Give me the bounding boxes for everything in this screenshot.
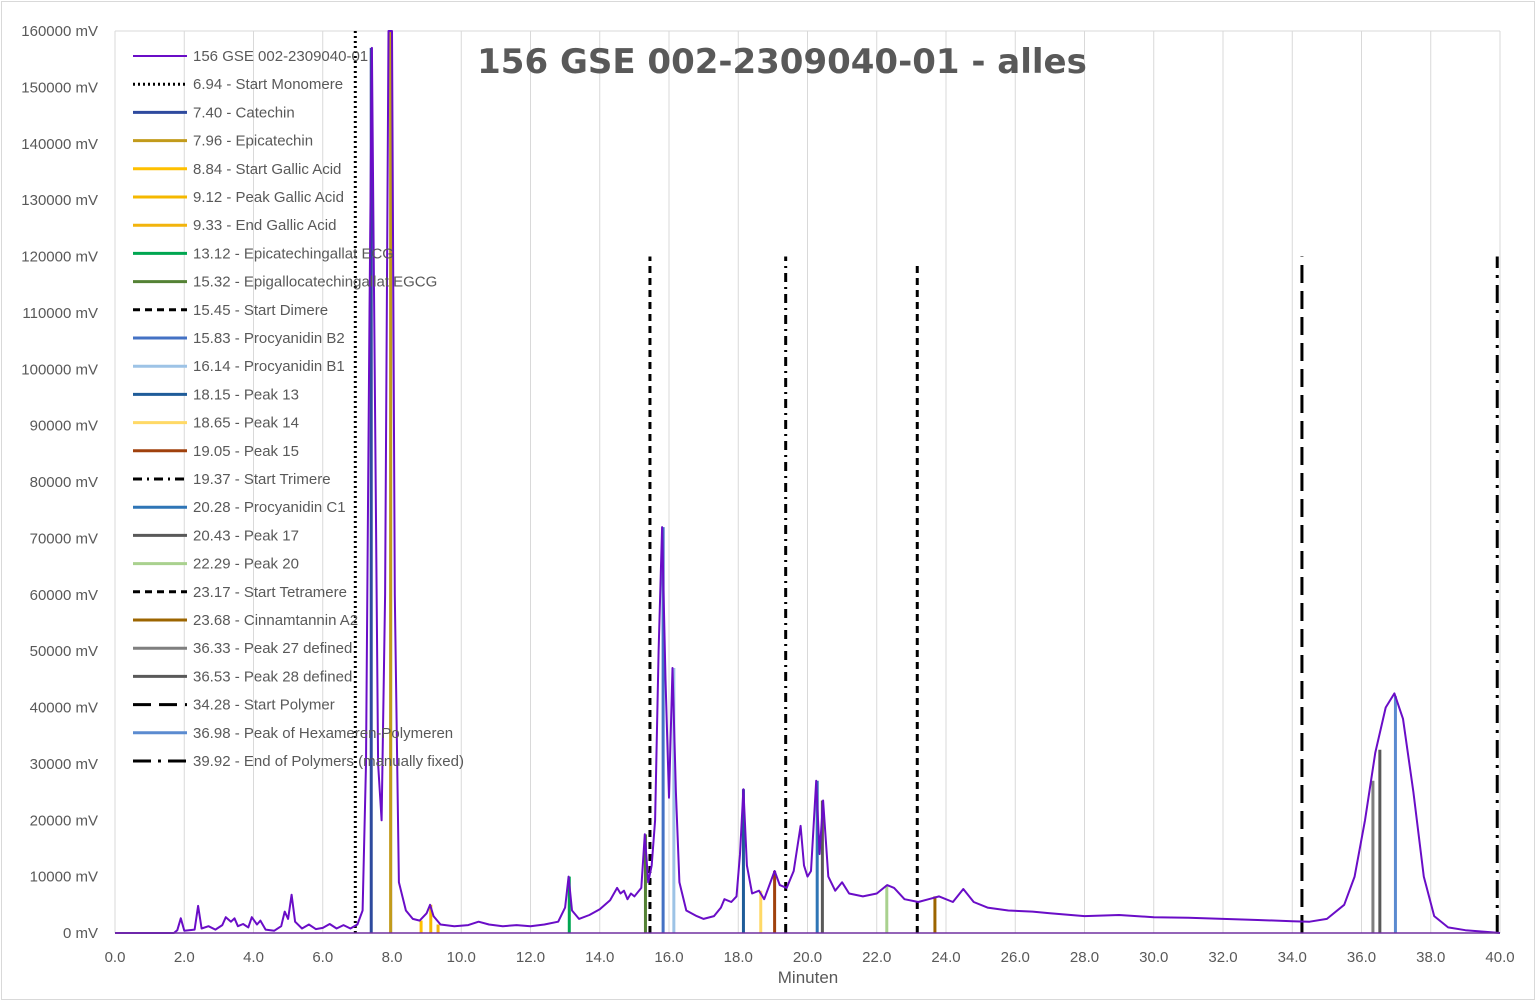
y-tick-label: 20000 mV — [30, 812, 98, 829]
x-tick-label: 0.0 — [105, 949, 126, 966]
x-tick-label: 26.0 — [1001, 949, 1030, 966]
x-tick-label: 32.0 — [1208, 949, 1237, 966]
y-tick-label: 40000 mV — [30, 700, 98, 717]
legend-entry-label: 18.65 - Peak 14 — [193, 415, 299, 432]
legend-entry-label: 15.45 - Start Dimere — [193, 302, 328, 319]
y-tick-label: 120000 mV — [21, 249, 98, 266]
legend-entry-label: 7.40 - Catechin — [193, 104, 295, 121]
y-axis-ticks: 0 mV 10000 mV 20000 mV 30000 mV 40000 mV 5000… — [21, 23, 98, 942]
marker-lines — [353, 31, 1499, 933]
legend-entry-label: 8.84 - Start Gallic Acid — [193, 161, 341, 178]
legend-entry-label: 19.05 - Peak 15 — [193, 443, 299, 460]
y-tick-label: 80000 mV — [30, 474, 98, 491]
legend-entry-label: 156 GSE 002-2309040-01 — [193, 48, 368, 65]
x-tick-label: 16.0 — [654, 949, 683, 966]
legend-entry-label: 20.43 - Peak 17 — [193, 527, 299, 544]
legend-entry-label: 36.53 - Peak 28 defined — [193, 668, 352, 685]
grid-lines — [114, 30, 1501, 933]
legend-entry-label: 23.17 - Start Tetramere — [193, 584, 347, 601]
legend-entry-label: 6.94 - Start Monomere — [193, 76, 343, 93]
x-tick-label: 20.0 — [793, 949, 822, 966]
legend-entry-label: 7.96 - Epicatechin — [193, 133, 313, 150]
legend-entry-label: 39.92 - End of Polymers (manually fixed) — [193, 753, 464, 770]
legend-entry-label: 22.29 - Peak 20 — [193, 556, 299, 573]
legend-entry-label: 9.12 - Peak Gallic Acid — [193, 189, 344, 206]
x-tick-label: 10.0 — [447, 949, 476, 966]
x-tick-label: 38.0 — [1416, 949, 1445, 966]
x-tick-label: 36.0 — [1347, 949, 1376, 966]
y-tick-label: 60000 mV — [30, 587, 98, 604]
legend-entry-label: 36.98 - Peak of Hexameren-Polymeren — [193, 725, 453, 742]
legend-entry-label: 34.28 - Start Polymer — [193, 697, 335, 714]
legend-entry-label: 36.33 - Peak 27 defined — [193, 640, 352, 657]
legend-entry-label: 19.37 - Start Trimere — [193, 471, 331, 488]
x-tick-label: 14.0 — [585, 949, 614, 966]
x-axis-title: Minuten — [778, 968, 838, 987]
legend-entry-label: 20.28 - Procyanidin C1 — [193, 499, 346, 516]
y-tick-label: 160000 mV — [21, 23, 98, 40]
x-tick-label: 8.0 — [382, 949, 403, 966]
y-tick-label: 140000 mV — [21, 136, 98, 153]
y-tick-label: 10000 mV — [30, 869, 98, 886]
x-tick-label: 24.0 — [931, 949, 960, 966]
chart-title: 156 GSE 002-2309040-01 - alles — [477, 42, 1087, 82]
y-tick-label: 150000 mV — [21, 79, 98, 96]
x-tick-label: 34.0 — [1278, 949, 1307, 966]
y-tick-label: 90000 mV — [30, 418, 98, 435]
x-tick-label: 40.0 — [1485, 949, 1514, 966]
legend: 156 GSE 002-2309040-01 6.94 - Start Monom… — [133, 48, 464, 770]
y-tick-label: 110000 mV — [22, 305, 98, 322]
y-tick-label: 0 mV — [63, 925, 98, 942]
legend-entry-label: 23.68 - Cinnamtannin A2 — [193, 612, 358, 629]
x-tick-label: 4.0 — [243, 949, 264, 966]
legend-entry-label: 15.83 - Procyanidin B2 — [193, 330, 345, 347]
y-tick-label: 50000 mV — [30, 643, 98, 660]
legend-entry-label: 15.32 - Epigallocatechingallat EGCG — [193, 274, 437, 291]
x-tick-label: 18.0 — [724, 949, 753, 966]
y-tick-label: 130000 mV — [21, 192, 98, 209]
legend-entry-label: 16.14 - Procyanidin B1 — [193, 358, 345, 375]
x-tick-label: 28.0 — [1070, 949, 1099, 966]
x-axis-ticks: 0.0 2.0 4.0 6.0 8.0 10.0 12.0 14.0 16.0 18.0 20.0 2… — [105, 949, 1515, 966]
x-tick-label: 22.0 — [862, 949, 891, 966]
chromatogram-series — [115, 30, 1501, 934]
y-tick-label: 30000 mV — [30, 756, 98, 773]
legend-entry-label: 18.15 - Peak 13 — [193, 386, 299, 403]
x-tick-label: 30.0 — [1139, 949, 1168, 966]
legend-entry-label: 9.33 - End Gallic Acid — [193, 217, 336, 234]
y-tick-label: 100000 mV — [21, 361, 98, 378]
x-tick-label: 6.0 — [312, 949, 333, 966]
x-tick-label: 12.0 — [516, 949, 545, 966]
x-tick-label: 2.0 — [174, 949, 195, 966]
y-tick-label: 70000 mV — [30, 530, 98, 547]
chromatogram-line — [115, 30, 1501, 934]
legend-entry-label: 13.12 - Epicatechingallat ECG — [193, 245, 394, 262]
